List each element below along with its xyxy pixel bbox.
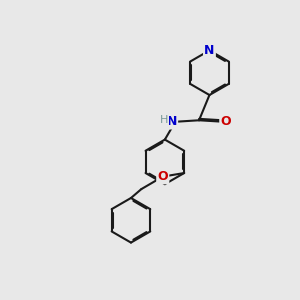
Text: O: O: [220, 115, 231, 128]
Text: O: O: [158, 170, 168, 183]
Text: H: H: [160, 115, 169, 125]
Text: N: N: [167, 115, 177, 128]
Text: N: N: [204, 44, 214, 57]
